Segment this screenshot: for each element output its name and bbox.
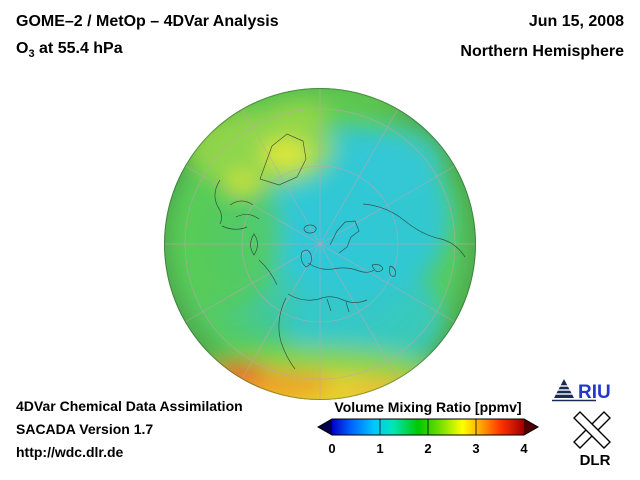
colorbar-tip-right [524,419,538,435]
colorbar [316,418,540,436]
pressure-level: at 55.4 hPa [34,40,123,57]
colorbar-outline [316,418,540,436]
dlr-star-icon [573,411,611,449]
riu-mountain-icon [554,379,574,398]
tick-label: 3 [472,441,480,456]
colorbar-ticks: 0 1 2 3 4 [323,441,533,456]
plot-subtitle: O3 at 55.4 hPa [16,40,123,60]
plot-title: GOME–2 / MetOp – 4DVar Analysis [16,13,279,30]
colorbar-dividers [379,419,477,435]
colorbar-label: Volume Mixing Ratio [ppmv] [334,399,522,415]
footer-assimilation: 4DVar Chemical Data Assimilation [16,398,243,414]
plot-date: Jun 15, 2008 [528,13,624,30]
graticule [164,88,476,400]
riu-logo-text: RIU [578,382,611,403]
species-subscript: 3 [28,48,35,60]
dlr-logo: DLR [573,411,611,469]
globe-limb [164,88,476,400]
tick-label: 2 [424,441,432,456]
tick-label: 1 [376,441,384,456]
coastlines [214,133,466,370]
footer-version: SACADA Version 1.7 [16,421,154,437]
dlr-logo-text: DLR [580,452,611,469]
plot-region: Northern Hemisphere [460,43,624,60]
species-symbol: O [16,40,29,57]
riu-mountain-stripes [556,385,572,395]
globe-map [164,88,476,400]
tick-label: 4 [520,441,528,456]
tick-label: 0 [328,441,336,456]
colorbar-tip-left [318,419,332,435]
footer-url: http://wdc.dlr.de [16,444,124,460]
riu-logo: RIU [552,379,611,403]
